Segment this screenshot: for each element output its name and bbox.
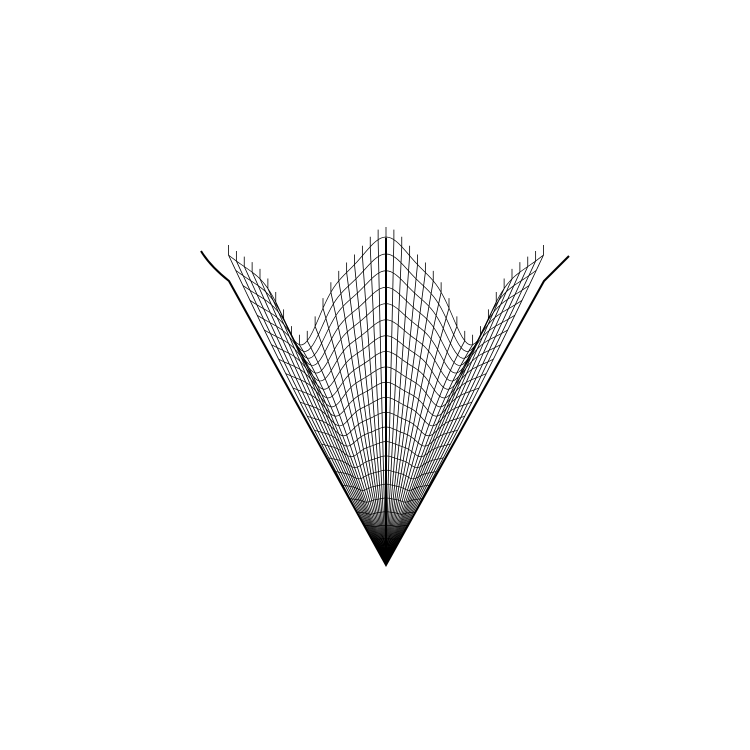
surface-meridian [259, 268, 387, 566]
surface-meridian [322, 298, 387, 566]
surface-meridian [354, 254, 387, 566]
surface-meridian [385, 268, 513, 566]
surface-meridian [298, 334, 387, 566]
surface-meridian [385, 254, 418, 566]
surface-meridian [377, 229, 387, 566]
surface-meridian [314, 316, 387, 566]
surface-meridian [385, 229, 395, 566]
surface-meridian [291, 326, 387, 566]
surface-meridian [251, 262, 387, 566]
surface-meridian [385, 334, 474, 566]
surface-meridian [385, 251, 537, 566]
surface-meridian [385, 292, 497, 566]
surface-meridian [385, 236, 403, 566]
surface-outline [200, 238, 570, 568]
surface-meridian [385, 298, 450, 566]
surface-meridian [330, 282, 387, 566]
surface-meridian [267, 278, 387, 566]
surface-meridian [283, 309, 387, 566]
surface-meridian [385, 262, 426, 566]
surface-meridian [361, 245, 387, 566]
surface-meridian [385, 326, 481, 566]
surface-meridian [385, 256, 529, 566]
surface-meridian [385, 282, 442, 566]
surface-meridian [243, 256, 387, 566]
surface-meridian [385, 270, 434, 566]
surface-meridian [306, 330, 387, 566]
surface-meridians [228, 227, 544, 566]
surface-meridian [385, 309, 489, 566]
surface-meridian [385, 330, 466, 566]
surface-meridian [235, 251, 387, 566]
surface-meridian [346, 262, 387, 566]
surface-meridian [338, 270, 387, 566]
surface-meridian [385, 278, 505, 566]
surface-meridian [385, 262, 521, 566]
surface-meridian [385, 316, 458, 566]
surface-meridian [369, 236, 387, 566]
surface-meridian [385, 245, 411, 566]
